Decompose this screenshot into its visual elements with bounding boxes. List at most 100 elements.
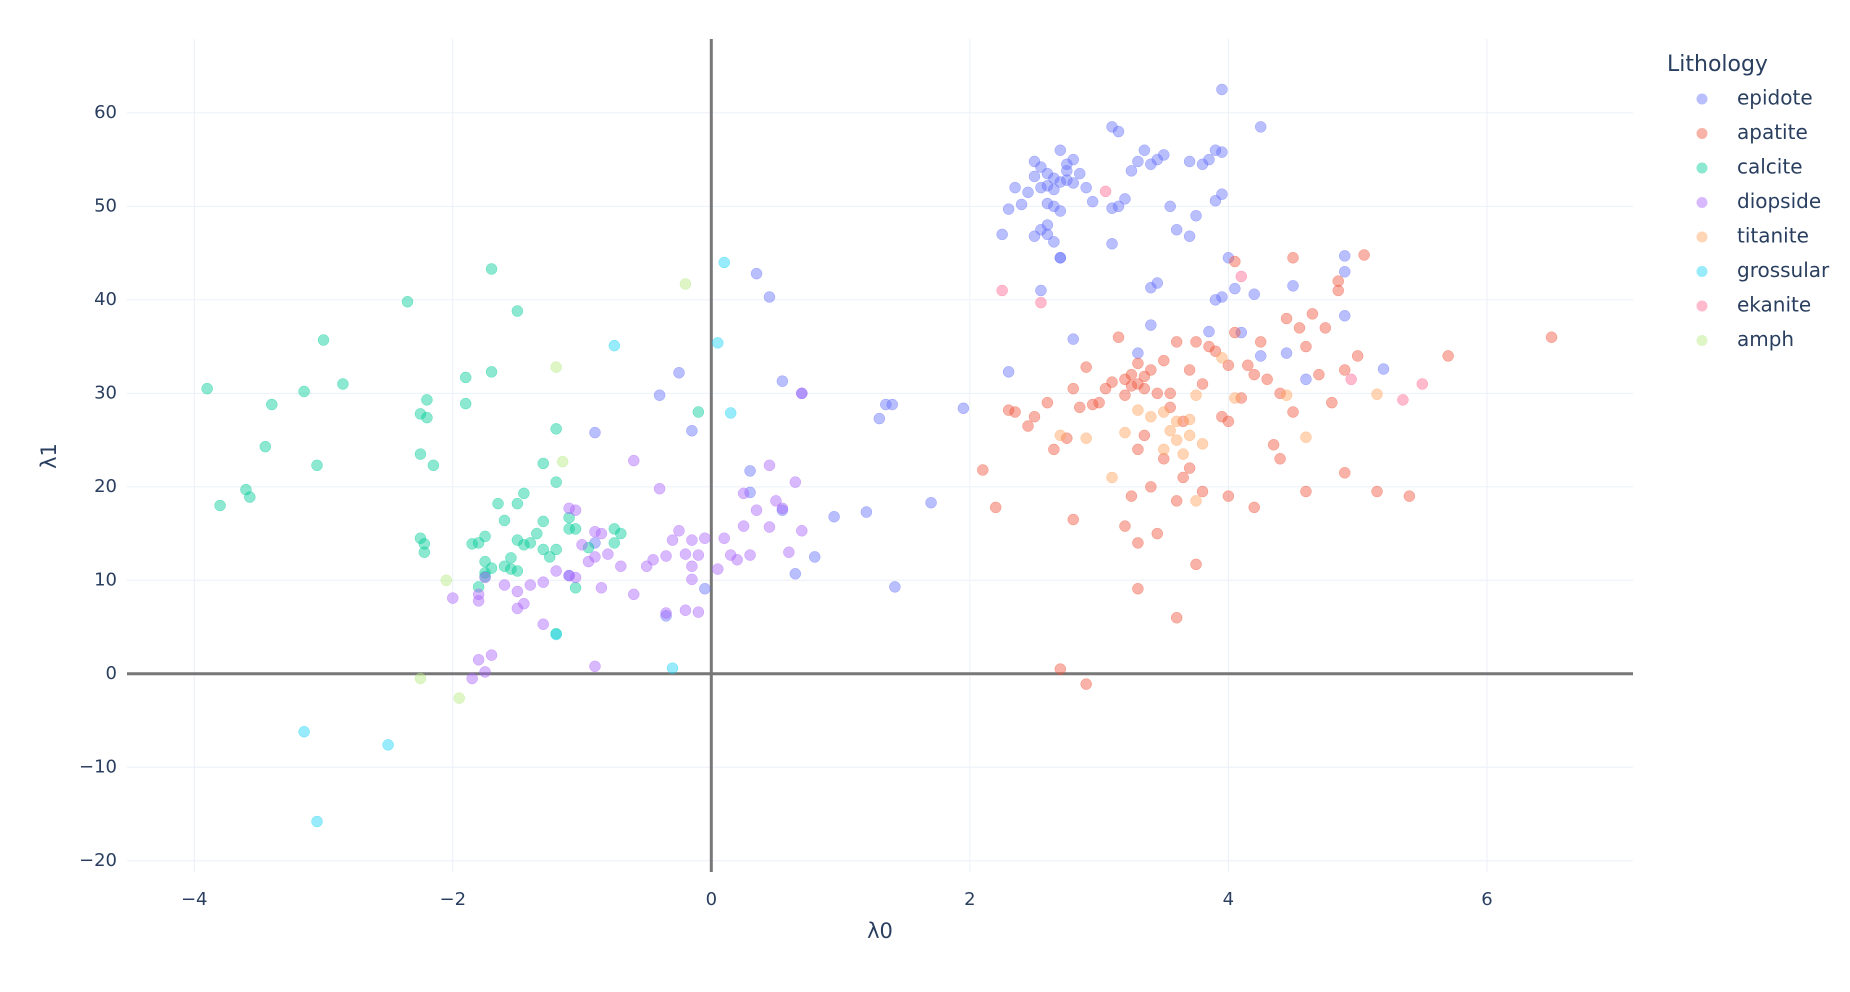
point bbox=[1138, 144, 1151, 157]
point bbox=[1061, 432, 1073, 444]
y-tick-label: 0 bbox=[106, 663, 117, 684]
point bbox=[1138, 370, 1151, 383]
point bbox=[537, 618, 550, 631]
point bbox=[382, 739, 394, 751]
point bbox=[1002, 404, 1015, 416]
point bbox=[214, 499, 226, 512]
point bbox=[889, 581, 901, 593]
point bbox=[569, 504, 582, 516]
point bbox=[1545, 331, 1558, 343]
point bbox=[1170, 336, 1183, 348]
point bbox=[1086, 195, 1099, 208]
point bbox=[479, 555, 491, 568]
point bbox=[1338, 250, 1351, 262]
y-tick-label: 20 bbox=[94, 476, 117, 497]
point bbox=[1170, 611, 1183, 624]
point bbox=[1222, 359, 1235, 372]
x-tick-label: 6 bbox=[1481, 889, 1492, 910]
point bbox=[479, 571, 491, 584]
point bbox=[1183, 413, 1196, 426]
point bbox=[1338, 364, 1351, 376]
point bbox=[1306, 308, 1319, 320]
point bbox=[679, 278, 692, 290]
point bbox=[543, 551, 556, 563]
point bbox=[1351, 350, 1364, 362]
point bbox=[492, 497, 504, 510]
point bbox=[1300, 431, 1312, 444]
point bbox=[1177, 415, 1189, 428]
legend-label: epidote bbox=[1737, 86, 1813, 110]
point bbox=[563, 502, 575, 515]
point bbox=[1300, 340, 1312, 353]
point bbox=[660, 550, 672, 562]
point bbox=[1222, 415, 1235, 428]
point bbox=[485, 366, 498, 378]
point bbox=[414, 448, 427, 460]
point bbox=[1280, 312, 1293, 325]
point bbox=[692, 606, 705, 618]
point bbox=[1132, 537, 1144, 549]
point bbox=[1080, 432, 1092, 444]
point bbox=[996, 284, 1008, 297]
point bbox=[1022, 186, 1034, 199]
point bbox=[744, 549, 756, 561]
point bbox=[1203, 340, 1215, 353]
point bbox=[472, 588, 485, 601]
point bbox=[1170, 223, 1183, 236]
point bbox=[1196, 438, 1209, 450]
y-tick-label: 40 bbox=[94, 289, 117, 310]
point bbox=[925, 496, 937, 509]
point bbox=[498, 514, 511, 527]
point bbox=[1002, 203, 1015, 215]
point bbox=[317, 334, 330, 346]
point bbox=[569, 523, 582, 535]
point bbox=[537, 543, 550, 556]
point bbox=[718, 532, 730, 544]
point bbox=[511, 585, 524, 598]
point bbox=[240, 483, 252, 496]
point bbox=[266, 398, 278, 411]
legend-marker bbox=[1696, 231, 1708, 243]
point bbox=[447, 592, 459, 604]
point bbox=[1397, 394, 1409, 406]
point bbox=[1248, 368, 1260, 381]
point bbox=[1274, 453, 1286, 465]
point bbox=[1371, 388, 1383, 401]
y-tick-label: 30 bbox=[94, 382, 117, 403]
point bbox=[1151, 387, 1164, 400]
point bbox=[1119, 520, 1131, 532]
point bbox=[1041, 219, 1054, 231]
point bbox=[1132, 357, 1144, 370]
point bbox=[1229, 392, 1241, 404]
x-tick-label: 2 bbox=[964, 889, 975, 910]
point bbox=[783, 546, 795, 559]
point bbox=[1280, 347, 1293, 359]
point bbox=[1054, 176, 1067, 188]
point bbox=[1054, 252, 1067, 264]
point bbox=[511, 602, 524, 615]
point bbox=[737, 487, 750, 500]
point bbox=[1209, 144, 1222, 157]
point bbox=[1145, 281, 1157, 294]
point bbox=[1151, 527, 1164, 540]
point bbox=[1248, 501, 1260, 514]
point bbox=[796, 387, 808, 400]
point bbox=[1041, 396, 1054, 409]
point bbox=[1041, 197, 1054, 210]
legend-label: ekanite bbox=[1737, 293, 1811, 317]
legend-marker bbox=[1696, 300, 1708, 312]
point bbox=[1132, 378, 1144, 390]
point bbox=[1106, 237, 1118, 250]
point bbox=[1274, 387, 1286, 400]
point bbox=[569, 582, 582, 594]
point bbox=[957, 402, 970, 415]
point bbox=[1145, 158, 1157, 171]
point bbox=[556, 455, 569, 468]
point bbox=[828, 510, 840, 523]
point bbox=[537, 515, 550, 528]
x-axis-title: λ0 bbox=[867, 919, 893, 943]
point bbox=[1254, 350, 1267, 362]
x-tick-label: 0 bbox=[706, 889, 717, 910]
point bbox=[1119, 389, 1131, 401]
point bbox=[627, 454, 640, 467]
